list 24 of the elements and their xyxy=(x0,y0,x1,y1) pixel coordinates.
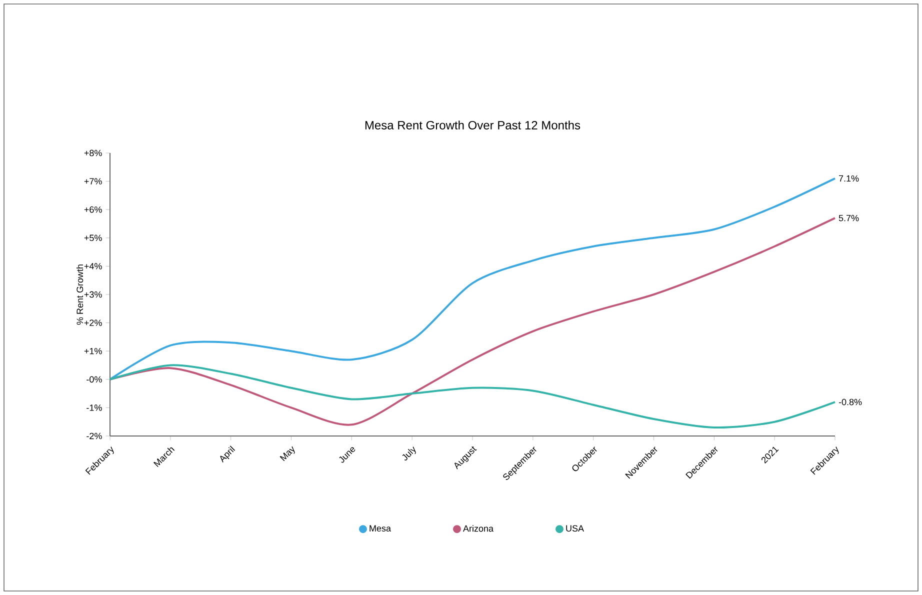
line-series xyxy=(109,217,836,426)
y-tick-label: +4% xyxy=(84,263,102,270)
line-series xyxy=(109,364,836,428)
chart-title: Mesa Rent Growth Over Past 12 Months xyxy=(365,120,580,130)
y-axis-title: % Rent Growth xyxy=(76,264,84,325)
y-tick-label: +3% xyxy=(84,291,102,298)
y-tick-label: -0% xyxy=(86,376,102,383)
x-tick-label: May xyxy=(280,446,295,462)
y-tick-label: +2% xyxy=(84,320,102,326)
legend-label: Mesa xyxy=(370,525,391,532)
y-tick-label: +6% xyxy=(84,206,102,213)
data-label: -0.8% xyxy=(838,398,862,406)
y-tick-label: -2% xyxy=(86,432,102,440)
y-tick-label: +1% xyxy=(84,348,102,354)
legend-label: USA xyxy=(566,525,584,532)
legend-label: Arizona xyxy=(463,525,494,532)
y-tick-label: -1% xyxy=(86,404,102,411)
line-series xyxy=(109,177,836,380)
data-label: 7.1% xyxy=(838,175,859,182)
y-tick-label: +5% xyxy=(84,234,102,242)
y-tick-label: +8% xyxy=(84,150,102,156)
data-label: 5.7% xyxy=(838,214,859,222)
y-tick-label: +7% xyxy=(84,178,102,184)
x-tick-label: July xyxy=(402,446,416,460)
